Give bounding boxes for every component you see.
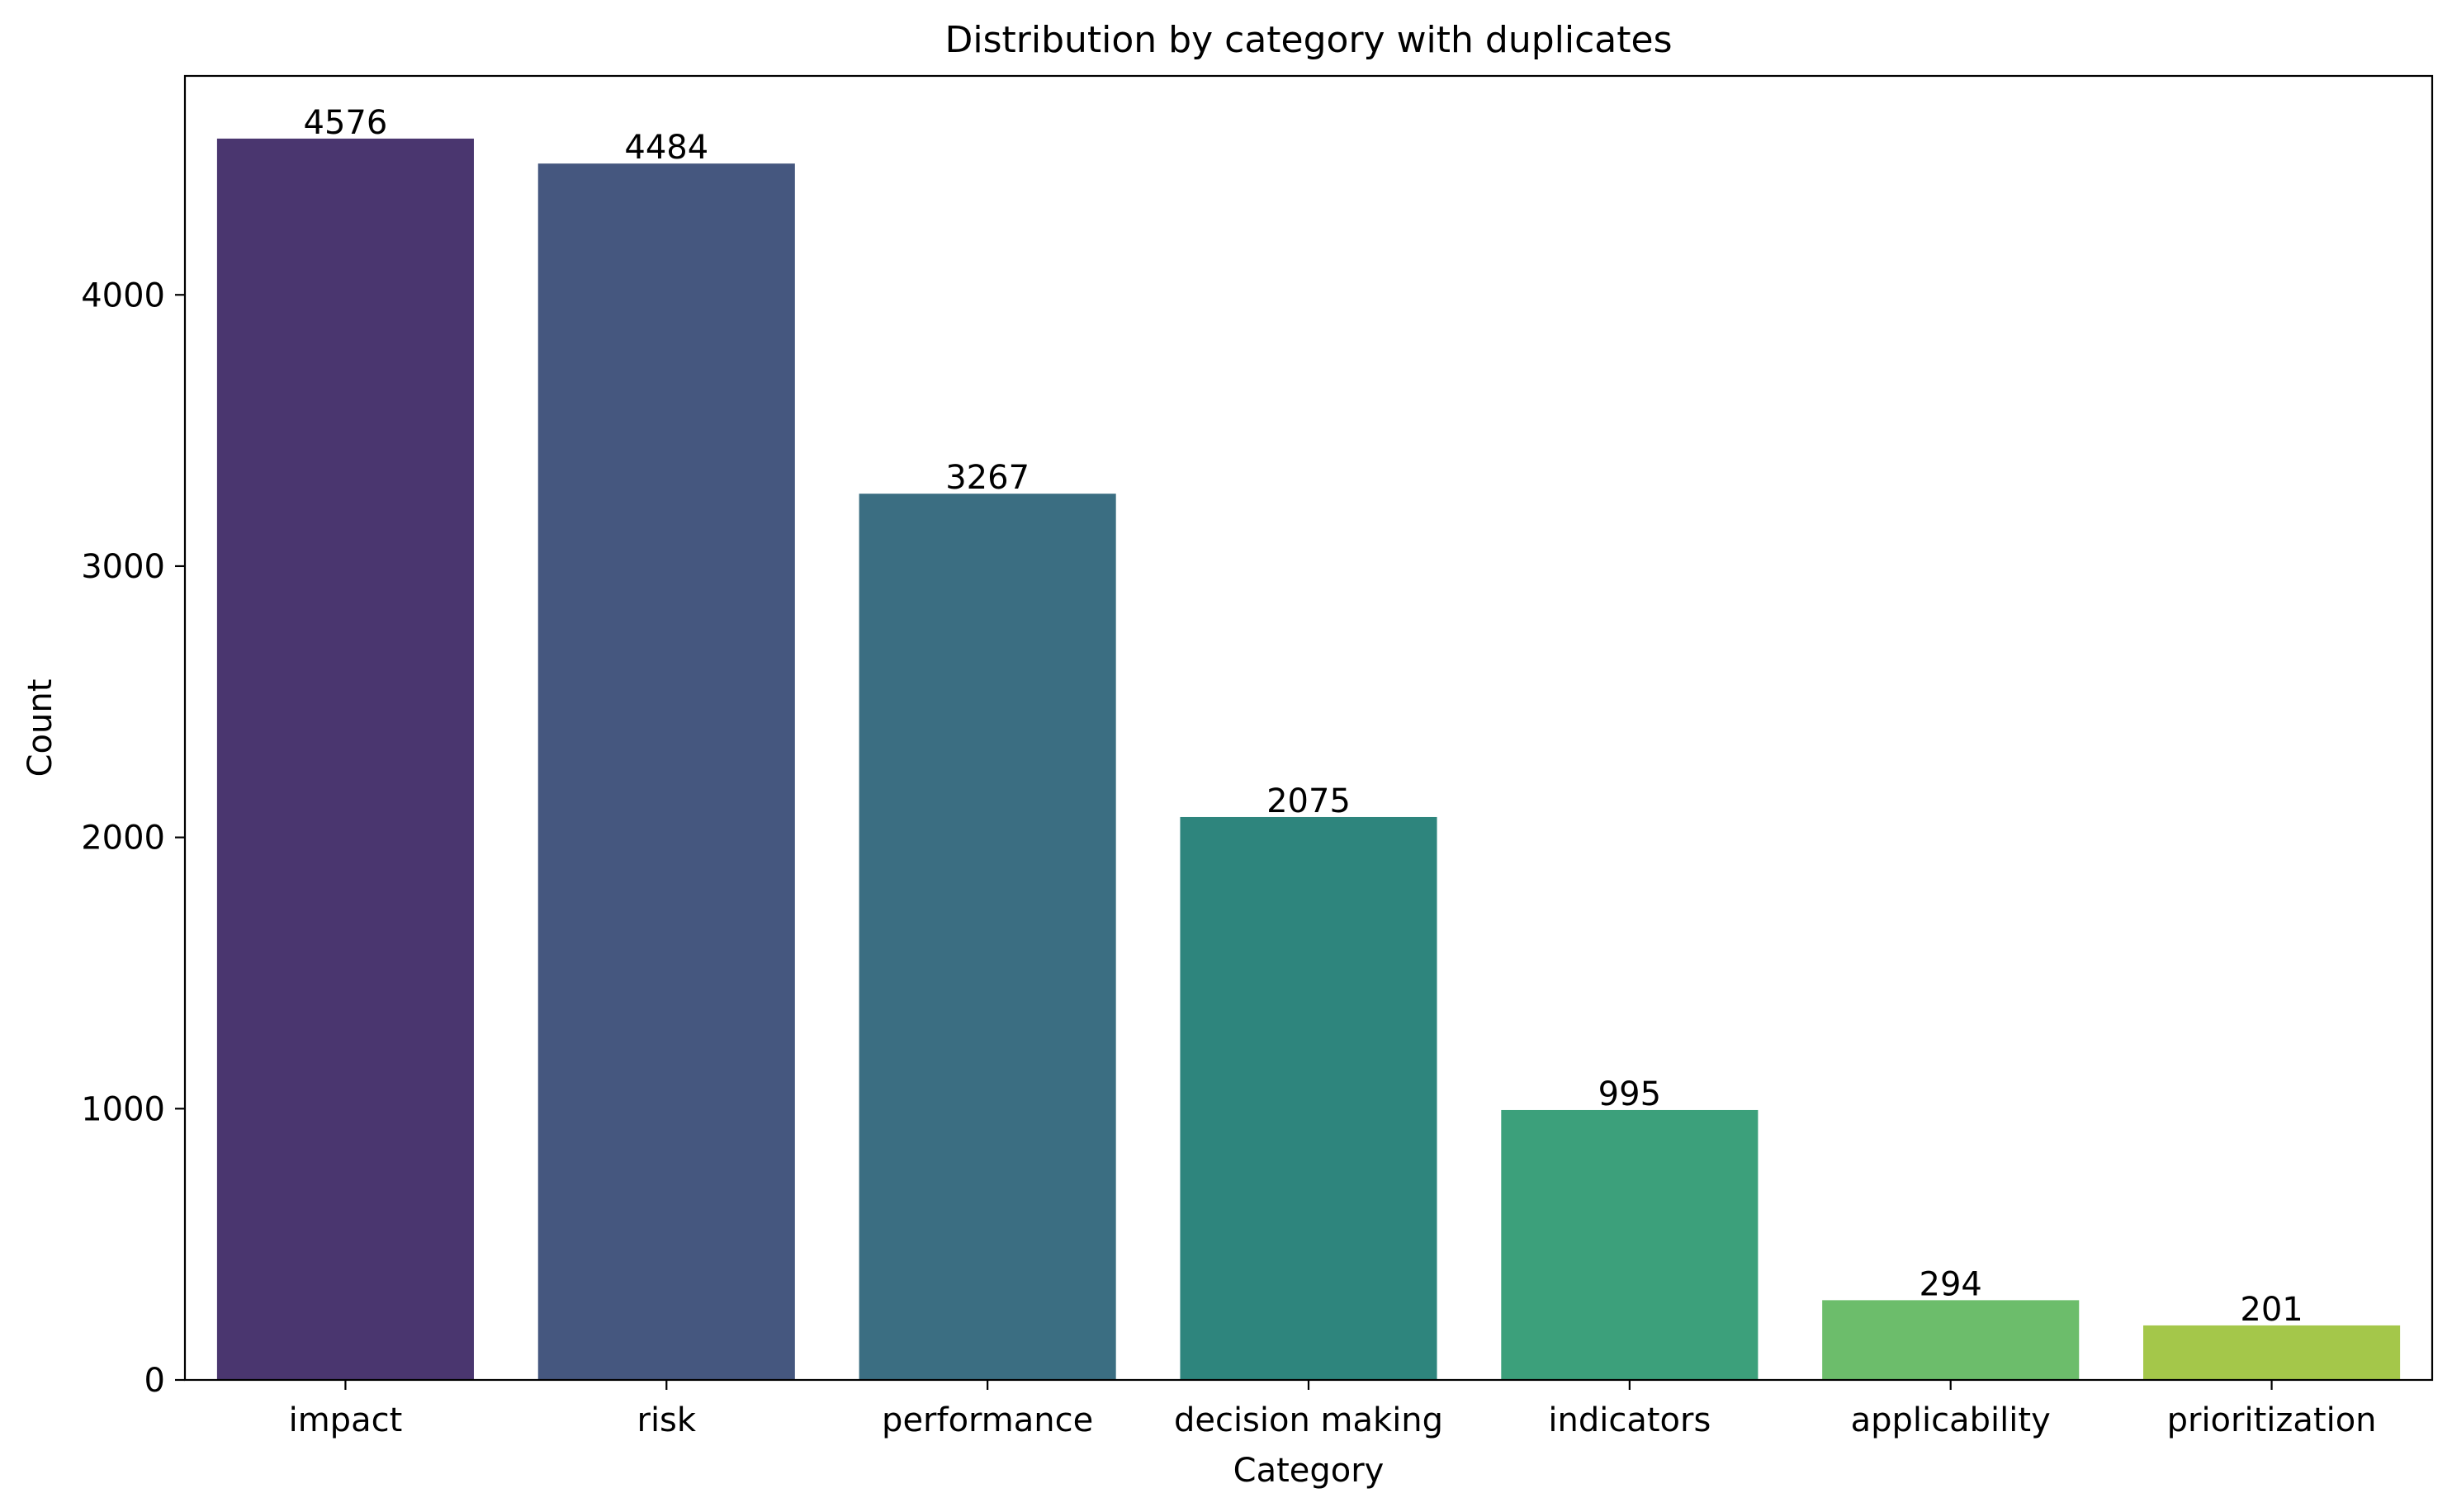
bar-prioritization (2143, 1325, 2401, 1380)
bar-applicability (1822, 1300, 2080, 1380)
y-axis-label: Count (21, 679, 59, 777)
bar-value-label: 995 (1598, 1075, 1661, 1113)
x-tick-label: performance (882, 1401, 1093, 1439)
bar-value-label: 3267 (945, 459, 1030, 497)
plot-frame (183, 74, 2434, 1382)
x-axis-label: Category (1233, 1452, 1385, 1490)
x-tick-label: impact (289, 1401, 403, 1439)
chart-title: Distribution by category with duplicates (944, 19, 1672, 61)
x-tick-label: risk (637, 1401, 697, 1439)
bar-decision-making (1180, 816, 1437, 1380)
bar-value-label: 201 (2240, 1291, 2303, 1329)
bar-risk (537, 163, 795, 1380)
bar-value-label: 4576 (304, 104, 388, 142)
bar-performance (859, 494, 1116, 1381)
bar-group (216, 138, 2401, 1381)
y-tick-label: 4000 (81, 276, 165, 314)
x-tick-label: indicators (1548, 1401, 1711, 1439)
bar-indicators (1501, 1109, 1759, 1380)
x-tick-label: decision making (1174, 1401, 1443, 1439)
y-tick-label: 1000 (81, 1090, 165, 1128)
x-tick-label: applicability (1851, 1401, 2051, 1439)
y-tick-label: 3000 (81, 548, 165, 586)
bar-value-labels: 4576 4484 3267 2075 995 294 201 (304, 104, 2303, 1329)
bar-value-label: 294 (1919, 1265, 1982, 1303)
y-tick-label: 2000 (81, 820, 165, 858)
bar-value-label: 4484 (624, 129, 708, 167)
y-axis: 0 1000 2000 3000 4000 (81, 276, 185, 1400)
bar-impact (216, 138, 474, 1381)
y-tick-label: 0 (144, 1362, 165, 1400)
x-tick-label: prioritization (2167, 1401, 2377, 1439)
x-axis: impact risk performance decision making indi… (289, 1380, 2377, 1439)
bar-value-label: 2075 (1266, 782, 1351, 820)
